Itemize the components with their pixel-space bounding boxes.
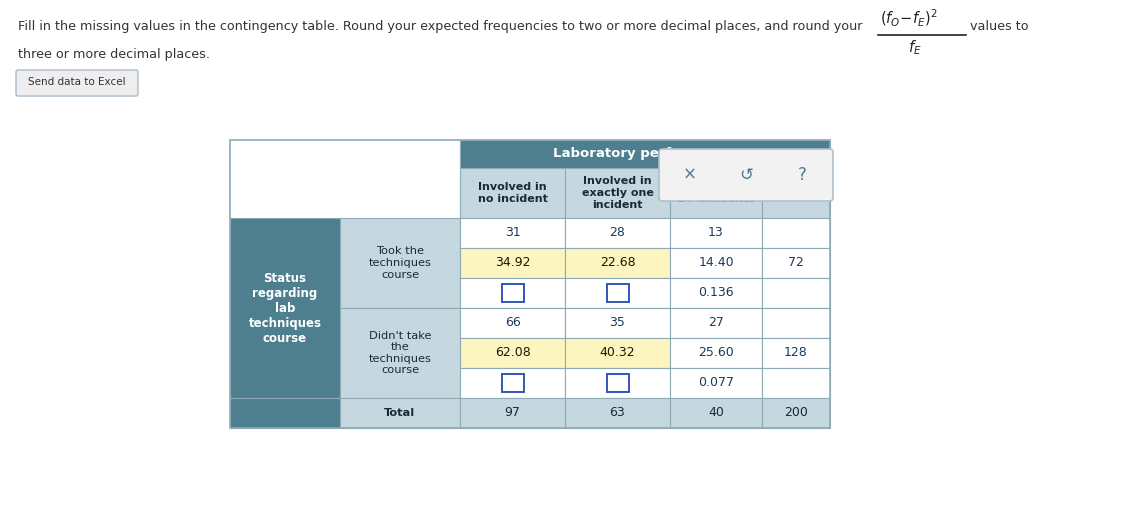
Text: three or more decimal places.: three or more decimal places.	[18, 48, 210, 61]
Text: 22.68: 22.68	[600, 257, 635, 269]
Bar	[670, 278, 762, 308]
Bar	[762, 398, 830, 428]
Text: 31: 31	[504, 227, 520, 239]
Text: 97: 97	[504, 407, 520, 420]
Text: 66: 66	[504, 317, 520, 329]
Bar	[762, 278, 830, 308]
Bar	[460, 218, 565, 248]
Text: Total: Total	[780, 188, 811, 198]
Bar	[565, 368, 670, 398]
FancyBboxPatch shape	[659, 149, 833, 201]
Text: Laboratory performance: Laboratory performance	[553, 147, 736, 160]
Bar	[460, 368, 565, 398]
Bar	[565, 278, 670, 308]
Text: Didn't take
the
techniques
course: Didn't take the techniques course	[368, 331, 432, 376]
Bar	[670, 248, 762, 278]
Text: 13: 13	[708, 227, 724, 239]
Bar	[340, 308, 460, 398]
Text: ×: ×	[683, 166, 698, 184]
Text: Took the
techniques
course: Took the techniques course	[368, 246, 432, 280]
Bar	[670, 338, 762, 368]
Bar	[762, 368, 830, 398]
Bar	[762, 218, 830, 248]
Text: 28: 28	[610, 227, 626, 239]
Bar	[460, 308, 565, 338]
Text: Fill in the missing values in the contingency table. Round your expected frequen: Fill in the missing values in the contin…	[18, 20, 862, 33]
Text: 72: 72	[788, 257, 804, 269]
Bar	[670, 398, 762, 428]
Text: 200: 200	[784, 407, 808, 420]
Text: $(f_O\!-\!f_E)^2$: $(f_O\!-\!f_E)^2$	[880, 8, 938, 29]
Text: 40.32: 40.32	[600, 347, 635, 359]
Text: 40: 40	[708, 407, 724, 420]
Bar	[565, 248, 670, 278]
Bar	[340, 218, 460, 308]
Text: ↺: ↺	[740, 166, 753, 184]
Bar	[460, 278, 565, 308]
Bar	[762, 248, 830, 278]
Bar	[18, 72, 136, 94]
FancyBboxPatch shape	[607, 374, 628, 392]
FancyBboxPatch shape	[607, 284, 628, 302]
Text: $f_E$: $f_E$	[908, 38, 921, 57]
Bar	[762, 168, 830, 218]
Text: 34.92: 34.92	[495, 257, 531, 269]
Text: Involved in
2+ incidents: Involved in 2+ incidents	[677, 182, 755, 204]
Bar	[229, 398, 340, 428]
Bar	[340, 398, 460, 428]
FancyBboxPatch shape	[501, 284, 524, 302]
Text: Involved in
no incident: Involved in no incident	[477, 182, 548, 204]
Text: ?: ?	[797, 166, 807, 184]
Text: Status
regarding
lab
techniques
course: Status regarding lab techniques course	[249, 271, 321, 345]
Text: 27: 27	[708, 317, 724, 329]
Bar	[565, 308, 670, 338]
Text: Involved in
exactly one
incident: Involved in exactly one incident	[582, 176, 653, 209]
Bar	[565, 398, 670, 428]
Bar	[670, 168, 762, 218]
Text: Total: Total	[384, 408, 416, 418]
Bar	[762, 338, 830, 368]
Bar	[460, 338, 565, 368]
Bar	[460, 398, 565, 428]
Bar	[460, 140, 830, 168]
Text: Send data to Excel: Send data to Excel	[28, 77, 126, 87]
Bar	[229, 140, 830, 428]
Text: 35: 35	[610, 317, 626, 329]
Text: 0.136: 0.136	[699, 287, 734, 299]
Text: 14.40: 14.40	[699, 257, 734, 269]
FancyBboxPatch shape	[16, 70, 137, 96]
Bar	[565, 338, 670, 368]
Bar	[229, 218, 340, 398]
Text: 0.077: 0.077	[698, 377, 734, 389]
Text: 63: 63	[610, 407, 626, 420]
FancyBboxPatch shape	[501, 374, 524, 392]
Text: values to: values to	[970, 20, 1028, 33]
Bar	[762, 308, 830, 338]
Text: 128: 128	[784, 347, 808, 359]
Bar	[460, 168, 565, 218]
Text: 62.08: 62.08	[494, 347, 531, 359]
Bar	[460, 248, 565, 278]
Bar	[565, 168, 670, 218]
Bar	[670, 308, 762, 338]
Bar	[670, 368, 762, 398]
Bar	[670, 218, 762, 248]
Bar	[565, 218, 670, 248]
Text: 25.60: 25.60	[699, 347, 734, 359]
